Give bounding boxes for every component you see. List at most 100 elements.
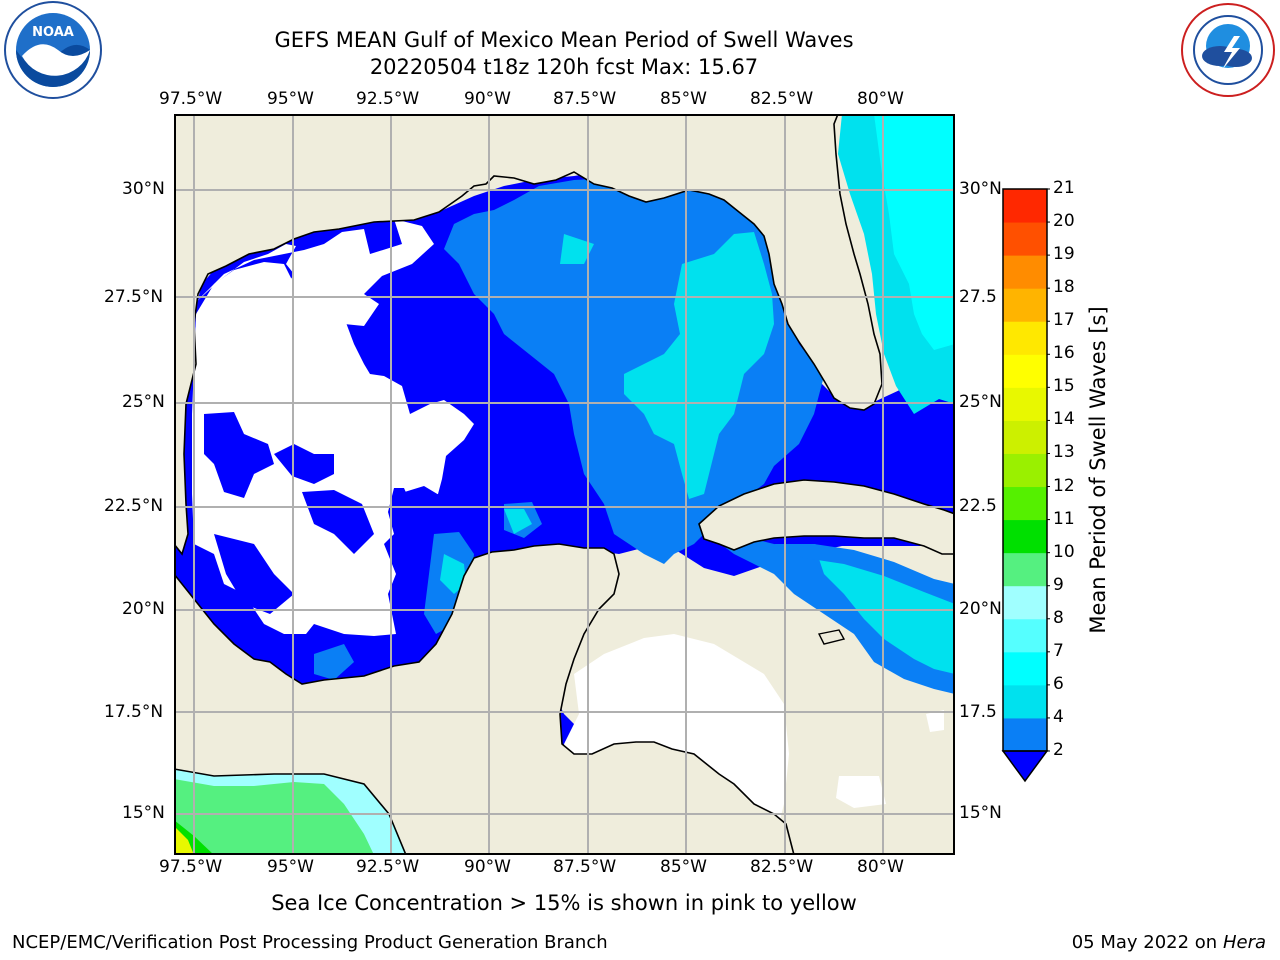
map-frame <box>174 114 955 855</box>
lat-tick-label: 25°N <box>122 392 165 412</box>
colorbar <box>1001 188 1050 783</box>
chart-title: GEFS MEAN Gulf of Mexico Mean Period of … <box>274 28 854 52</box>
colorbar-tick-label: 10 <box>1053 541 1075 562</box>
colorbar-band <box>1003 354 1047 388</box>
lon-tick-label: 97.5°W <box>159 857 223 877</box>
colorbar-tick-label: 2 <box>1053 740 1064 760</box>
gulf-period-4-6 <box>440 554 466 594</box>
lat-tick-label: 25°N <box>959 392 1002 412</box>
colorbar-band <box>1003 222 1047 256</box>
colorbar-band <box>1003 717 1047 752</box>
lon-tick-label: 85°W <box>660 89 707 109</box>
gulf-period-2-4 <box>314 644 354 680</box>
colorbar-tick-label: 18 <box>1053 277 1075 298</box>
lon-tick-label: 82.5°W <box>750 89 814 109</box>
colorbar-tick-label: 12 <box>1053 475 1075 496</box>
lon-tick-label: 87.5°W <box>553 89 617 109</box>
colorbar-band <box>1003 387 1047 421</box>
footer-credit: NCEP/EMC/Verification Post Processing Pr… <box>12 932 608 953</box>
colorbar-tick-label: 4 <box>1053 706 1064 727</box>
lon-tick-label: 97.5°W <box>159 89 223 109</box>
lat-tick-label: 27.5°N <box>104 287 164 307</box>
colorbar-band <box>1003 486 1047 521</box>
lon-tick-label: 80°W <box>857 857 904 877</box>
lon-tick-label: 92.5°W <box>356 857 420 877</box>
land-island <box>817 629 846 645</box>
colorbar-tick-label: 7 <box>1053 640 1064 661</box>
lat-tick-label: 17.5 <box>959 702 997 722</box>
gulf-water-below2 <box>398 486 444 518</box>
land-north-america <box>174 114 883 556</box>
pacific-period-9-10 <box>174 779 374 855</box>
colorbar-tick-label: 9 <box>1053 574 1064 595</box>
colorbar-band <box>1003 651 1047 686</box>
land-cuba <box>698 479 955 555</box>
colorbar-band <box>1003 255 1047 289</box>
caribbean-period-2-4 <box>774 544 955 604</box>
colorbar-band <box>1003 453 1047 488</box>
colorbar-band <box>1003 288 1047 322</box>
noaa-logo-icon: NOAA <box>4 1 102 99</box>
gulf-period-4-6 <box>560 234 594 264</box>
lon-tick-label: 85°W <box>660 857 707 877</box>
map-grid <box>174 114 955 855</box>
colorbar-band <box>1003 618 1047 653</box>
colorbar-band <box>1003 420 1047 454</box>
colorbar-tick-label: 13 <box>1053 442 1075 463</box>
colorbar-band <box>1003 189 1047 223</box>
colorbar-band <box>1003 585 1047 620</box>
colorbar-tick-label: 16 <box>1053 343 1075 364</box>
colorbar-band <box>1003 684 1047 719</box>
colorbar-tick-label: 19 <box>1053 244 1075 265</box>
colorbar-tick-label: 14 <box>1053 409 1075 430</box>
lon-tick-label: 80°W <box>857 89 904 109</box>
colorbar-tick-label: 6 <box>1053 673 1064 694</box>
lon-tick-label: 90°W <box>464 89 511 109</box>
lon-tick-label: 95°W <box>267 89 314 109</box>
lat-tick-label: 20°N <box>959 599 1002 619</box>
chart-subtitle: 20220504 t18z 120h fcst Max: 15.67 <box>369 55 759 79</box>
gulf-water-below2 <box>214 534 294 614</box>
colorbar-tick-label: 20 <box>1053 211 1075 232</box>
lat-tick-label: 30°N <box>122 179 165 199</box>
lon-tick-label: 87.5°W <box>553 857 617 877</box>
lat-tick-label: 27.5 <box>959 287 997 307</box>
colorbar-tick-label: 21 <box>1053 178 1075 198</box>
gulf-no-data <box>194 219 434 336</box>
lat-tick-label: 15°N <box>122 803 165 823</box>
gulf-period-4-6 <box>504 509 532 534</box>
lon-tick-label: 90°W <box>464 857 511 877</box>
colorbar-tick-label: 8 <box>1053 607 1064 628</box>
colorbar-band <box>1003 321 1047 355</box>
gulf-no-data <box>192 262 474 636</box>
colorbar-band <box>1003 519 1047 554</box>
gulf-water-below2 <box>204 412 274 498</box>
lat-tick-label: 22.5°N <box>104 496 164 516</box>
lat-tick-label: 30°N <box>959 179 1002 199</box>
colorbar-tick-label: 15 <box>1053 376 1075 397</box>
sea-ice-note: Sea Ice Concentration > 15% is shown in … <box>271 891 857 915</box>
lon-tick-label: 95°W <box>267 857 314 877</box>
lat-tick-label: 22.5 <box>959 496 997 516</box>
pacific-period-14-15 <box>174 826 194 855</box>
colorbar-label: Mean Period of Swell Waves [s] <box>1086 306 1110 634</box>
colorbar-frame <box>1002 188 1048 752</box>
lon-tick-label: 82.5°W <box>750 857 814 877</box>
gulf-period-4-6 <box>624 232 774 499</box>
lon-tick-label: 92.5°W <box>356 89 420 109</box>
footer-host: Hera <box>1222 932 1266 953</box>
caribbean-no-data <box>836 776 886 808</box>
lat-tick-label: 15°N <box>959 803 1002 823</box>
noaa-logo-text: NOAA <box>32 25 74 40</box>
gulf-water-below2 <box>274 444 334 484</box>
nws-logo-icon <box>1181 3 1275 97</box>
colorbar-tick-label: 11 <box>1053 508 1075 529</box>
footer-date-text: 05 May 2022 on <box>1071 932 1218 953</box>
colorbar-band <box>1003 552 1047 587</box>
atlantic-period-6-7 <box>874 114 955 350</box>
colorbar-tick-label: 17 <box>1053 310 1075 331</box>
caribbean-no-data <box>926 710 944 732</box>
footer-date: 05 May 2022 on Hera <box>1072 932 1266 953</box>
map-plot <box>174 114 955 855</box>
lat-tick-label: 17.5°N <box>104 702 164 722</box>
